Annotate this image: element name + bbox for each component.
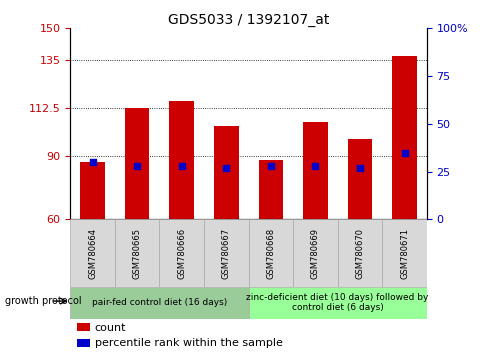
Text: GSM780665: GSM780665 [133,228,141,279]
Point [178,163,185,169]
Bar [70,287,248,319]
Text: zinc-deficient diet (10 days) followed by
control diet (6 days): zinc-deficient diet (10 days) followed b… [246,293,428,312]
Bar [80,162,105,219]
Bar [258,160,283,219]
Bar [347,139,371,219]
Point [133,163,141,169]
Text: GSM780666: GSM780666 [177,228,186,279]
Bar [248,287,426,319]
Point [311,163,318,169]
Text: percentile rank within the sample: percentile rank within the sample [94,338,282,348]
Bar [70,219,115,287]
Point [89,159,96,165]
Bar [337,219,381,287]
Text: GSM780668: GSM780668 [266,228,275,279]
Bar [77,324,90,331]
Bar [204,219,248,287]
Point [222,165,230,171]
Text: GSM780664: GSM780664 [88,228,97,279]
Text: count: count [94,322,126,332]
Bar [248,219,292,287]
Bar [392,56,416,219]
Text: GSM780669: GSM780669 [310,228,319,279]
Bar [381,219,426,287]
Point [400,150,408,155]
Title: GDS5033 / 1392107_at: GDS5033 / 1392107_at [167,13,329,27]
Text: growth protocol: growth protocol [5,296,81,306]
Bar [159,219,204,287]
Text: GSM780670: GSM780670 [355,228,363,279]
Text: pair-fed control diet (16 days): pair-fed control diet (16 days) [91,298,227,307]
Bar [292,219,337,287]
Bar [302,122,327,219]
Text: GSM780671: GSM780671 [399,228,408,279]
Bar [125,108,149,219]
Point [266,163,274,169]
Text: GSM780667: GSM780667 [221,228,230,279]
Bar [77,339,90,347]
Bar [115,219,159,287]
Bar [213,126,238,219]
Point [355,165,363,171]
Bar [169,101,194,219]
